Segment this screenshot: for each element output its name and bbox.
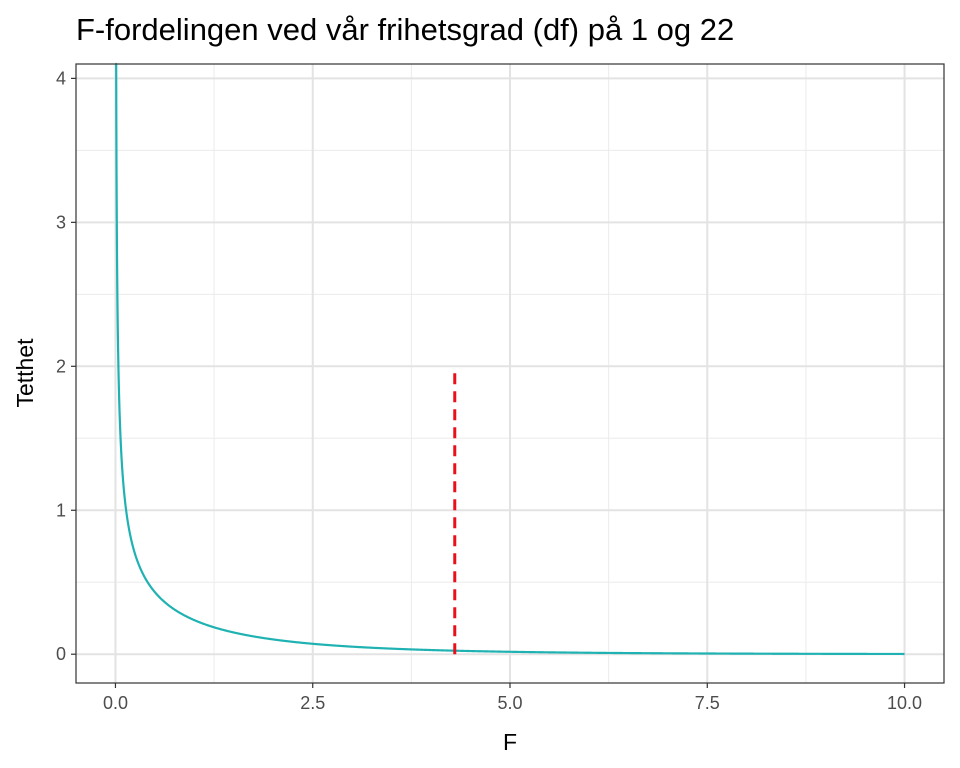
x-axis: 0.0 2.5 5.0 7.5 10.0 — [103, 683, 922, 713]
y-tick-label: 2 — [56, 356, 66, 376]
y-tick-label: 3 — [56, 212, 66, 232]
x-axis-title: F — [503, 729, 517, 755]
plot-area — [75, 62, 945, 684]
x-tick-label: 5.0 — [497, 693, 522, 713]
x-tick-label: 10.0 — [887, 693, 922, 713]
grid-major — [76, 64, 944, 683]
y-axis-title: Tetthet — [12, 338, 38, 408]
series-line — [114, 62, 905, 656]
series-layer — [114, 62, 905, 656]
x-tick-label: 0.0 — [103, 693, 128, 713]
x-tick-label: 2.5 — [300, 693, 325, 713]
x-tick-label: 7.5 — [695, 693, 720, 713]
y-axis: 0 1 2 3 4 — [56, 68, 76, 664]
chart-title: F-fordelingen ved vår frihetsgrad (df) p… — [76, 12, 734, 47]
y-tick-label: 0 — [56, 644, 66, 664]
y-tick-label: 1 — [56, 500, 66, 520]
y-tick-label: 4 — [56, 68, 66, 88]
